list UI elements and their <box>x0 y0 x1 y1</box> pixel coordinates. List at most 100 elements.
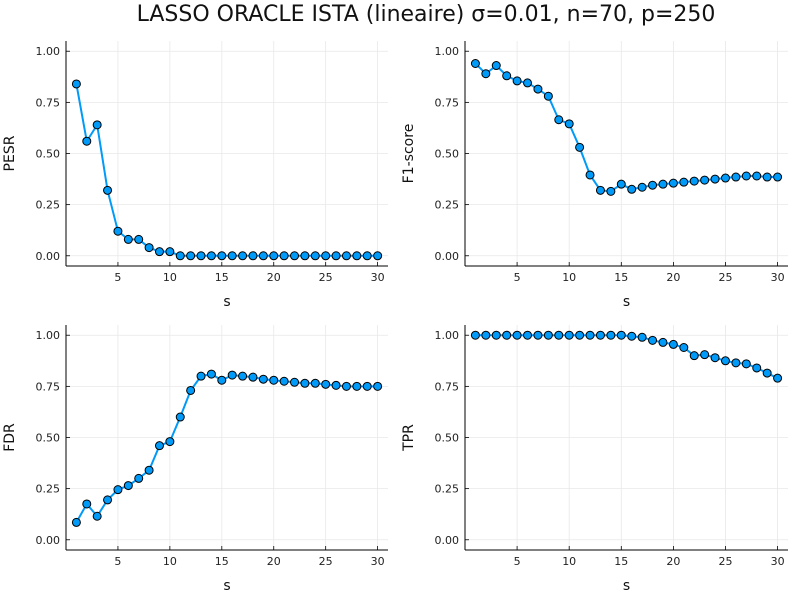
data-point <box>679 343 689 352</box>
x-tick-label: 20 <box>666 555 680 568</box>
data-point <box>731 172 741 182</box>
y-tick-label: 0.75 <box>435 96 460 109</box>
y-tick-label: 1.00 <box>36 45 61 58</box>
data-point <box>470 59 480 68</box>
data-point <box>689 176 699 186</box>
x-axis-label: s <box>223 578 230 594</box>
data-point <box>310 251 320 261</box>
data-point <box>154 441 164 451</box>
data-point <box>373 381 383 391</box>
subplot-2: 5 10 15 20 25 30 0.00 0.25 0.50 0.75 1.00 s F1-score <box>401 41 788 310</box>
data-point <box>175 412 185 422</box>
data-point <box>554 330 564 340</box>
y-tick-label: 1.00 <box>435 329 460 342</box>
data-point <box>700 175 710 185</box>
x-tick-label: 5 <box>514 271 521 284</box>
data-point <box>362 251 372 261</box>
data-point <box>144 243 154 253</box>
y-tick-label: 0.00 <box>36 250 61 263</box>
x-tick-label: 30 <box>371 555 385 568</box>
data-point <box>144 465 154 475</box>
subplot-1: 5 10 15 20 25 30 0.00 0.25 0.50 0.75 1.00 s PESR <box>2 41 388 310</box>
data-point <box>341 251 351 261</box>
data-point <box>627 184 637 194</box>
y-tick-label: 0.00 <box>435 534 460 547</box>
data-point <box>92 511 102 521</box>
data-point <box>373 251 383 261</box>
data-point <box>71 79 81 89</box>
y-tick-label: 0.00 <box>435 250 460 263</box>
data-point <box>165 437 175 447</box>
data-point <box>481 69 491 79</box>
y-tick-label: 0.50 <box>435 148 460 161</box>
data-point <box>352 381 362 391</box>
data-point <box>248 251 258 261</box>
data-point <box>258 251 268 261</box>
data-point <box>196 251 206 261</box>
data-point <box>773 373 783 383</box>
data-point <box>533 330 543 340</box>
data-point <box>668 178 678 188</box>
y-tick-label: 1.00 <box>36 329 61 342</box>
data-point <box>575 330 585 340</box>
data-point <box>186 385 196 395</box>
data-point <box>175 251 185 261</box>
y-tick-label: 1.00 <box>435 45 460 58</box>
data-point <box>238 371 248 381</box>
data-point <box>206 251 216 261</box>
data-point <box>165 247 175 257</box>
data-point <box>491 330 501 340</box>
x-tick-label: 15 <box>215 555 229 568</box>
data-point <box>258 374 268 384</box>
data-point <box>71 517 81 527</box>
data-point <box>752 171 762 181</box>
data-point <box>752 363 762 373</box>
data-point <box>134 473 144 483</box>
data-point <box>606 330 616 340</box>
data-point <box>269 251 279 261</box>
data-point <box>564 330 574 340</box>
y-tick-label: 0.75 <box>36 96 61 109</box>
data-point <box>543 330 553 340</box>
data-point <box>238 251 248 261</box>
data-point <box>512 330 522 340</box>
data-point <box>731 358 741 368</box>
y-tick-label: 0.50 <box>36 148 61 161</box>
x-tick-label: 25 <box>718 555 732 568</box>
data-point <box>186 251 196 261</box>
data-point <box>773 172 783 182</box>
y-tick-label: 0.25 <box>36 483 61 496</box>
data-point <box>227 251 237 261</box>
data-point <box>710 353 720 363</box>
data-point <box>82 499 92 509</box>
data-point <box>679 177 689 187</box>
chart-title: LASSO ORACLE ISTA (lineaire) σ=0.01, n=7… <box>137 2 716 27</box>
y-axis-label: F1-score <box>401 124 417 184</box>
y-axis-label: PESR <box>2 135 18 171</box>
data-point <box>123 234 133 244</box>
data-point <box>123 481 133 491</box>
x-axis-label: s <box>223 294 230 310</box>
x-tick-label: 20 <box>666 271 680 284</box>
y-tick-label: 0.50 <box>36 432 61 445</box>
x-tick-label: 25 <box>718 271 732 284</box>
y-axis-label: FDR <box>2 423 18 452</box>
data-point <box>300 378 310 388</box>
data-point <box>606 186 616 196</box>
data-point <box>279 251 289 261</box>
data-point <box>689 351 699 361</box>
data-point <box>103 185 113 195</box>
data-point <box>113 226 123 236</box>
data-point <box>321 379 331 389</box>
data-point <box>616 330 626 340</box>
data-point <box>595 330 605 340</box>
x-tick-label: 20 <box>267 271 281 284</box>
x-axis-label: s <box>623 294 630 310</box>
x-tick-label: 10 <box>562 271 576 284</box>
x-tick-label: 15 <box>614 271 628 284</box>
x-tick-label: 5 <box>514 555 521 568</box>
y-tick-label: 0.25 <box>36 199 61 212</box>
data-point <box>321 251 331 261</box>
data-point <box>502 71 512 81</box>
